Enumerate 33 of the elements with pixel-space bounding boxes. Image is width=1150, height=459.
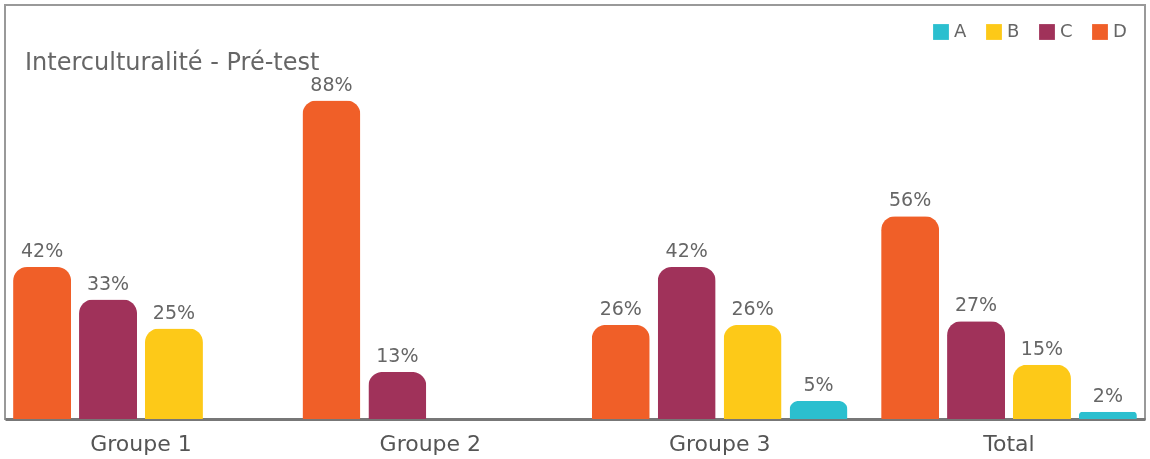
data-label: 26% [731,296,774,319]
legend-label: A [954,20,967,41]
data-label: 26% [599,296,642,319]
bar [657,267,716,419]
bar [789,400,848,419]
bar [302,100,361,419]
bar [591,324,650,419]
bar [947,321,1006,419]
data-label: 56% [889,188,932,211]
data-label: 25% [152,300,196,323]
x-tick-label: Total [982,430,1035,456]
data-label: 42% [20,239,64,262]
data-label: 15% [1020,336,1064,359]
x-tick-label: Groupe 2 [379,430,482,456]
x-tick-label: Groupe 1 [90,430,192,456]
bar [881,216,940,419]
legend-label: D [1113,20,1127,41]
data-label: 27% [954,293,998,316]
data-label: 2% [1092,383,1123,406]
bar [13,267,72,419]
data-label: 33% [86,271,130,294]
bar [144,328,203,419]
data-label: 13% [376,343,419,366]
legend-label: C [1060,20,1073,41]
data-label: 5% [803,372,834,395]
x-tick-label: Groupe 3 [668,430,771,456]
bar [79,299,138,419]
data-label: 42% [665,239,708,262]
legend-label: B [1007,20,1020,41]
bar [1078,411,1137,419]
bar [1012,364,1071,419]
bar [723,324,782,419]
bar [368,371,427,419]
